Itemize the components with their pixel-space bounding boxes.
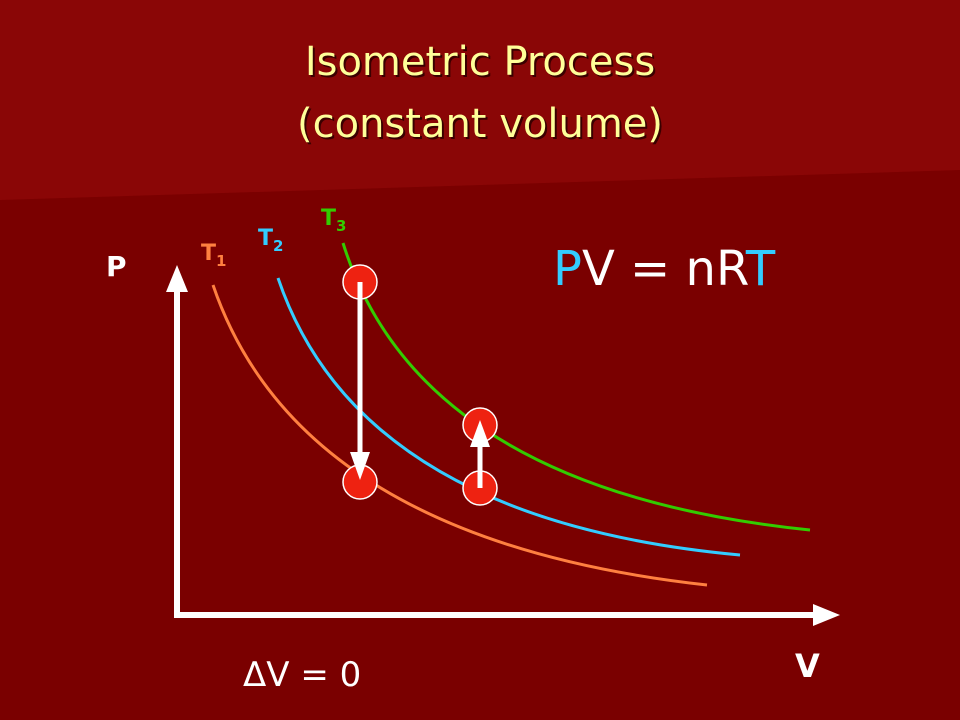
equation-part: P [553, 241, 582, 297]
title-line: (constant volume) [297, 101, 663, 147]
x-axis-label: V [795, 647, 820, 685]
arrow-head [470, 420, 490, 447]
equation-part: T [745, 241, 776, 297]
isotherm-label-sub: 2 [273, 237, 283, 255]
y-axis-arrow [166, 265, 188, 292]
equation-part: V = nR [582, 241, 748, 297]
title-shadow: (constant volume) [299, 103, 665, 149]
isotherm [211, 284, 708, 587]
isotherm-label: T1 [201, 241, 226, 270]
isotherm [276, 277, 741, 557]
isotherm-label-sub: 3 [336, 217, 346, 235]
state-points [342, 264, 498, 506]
isotherm-label-sub: 1 [216, 252, 226, 270]
isotherm-label-main: T [201, 241, 216, 266]
x-axis-arrow [813, 604, 840, 626]
isotherm [341, 242, 811, 532]
arrow-head [350, 452, 370, 480]
note: ΔV = 0 [243, 655, 361, 695]
title-line: Isometric Process [305, 39, 655, 85]
y-axis-label: P [106, 250, 127, 283]
isotherm-label-main: T [321, 206, 336, 231]
isotherm-label: T3 [321, 206, 346, 235]
title-shadow: Isometric Process [307, 41, 657, 87]
isotherm-label-main: T [258, 226, 273, 251]
background-band [0, 0, 960, 200]
isotherm-label: T2 [258, 226, 283, 255]
equation: PV = nRT [553, 241, 776, 297]
